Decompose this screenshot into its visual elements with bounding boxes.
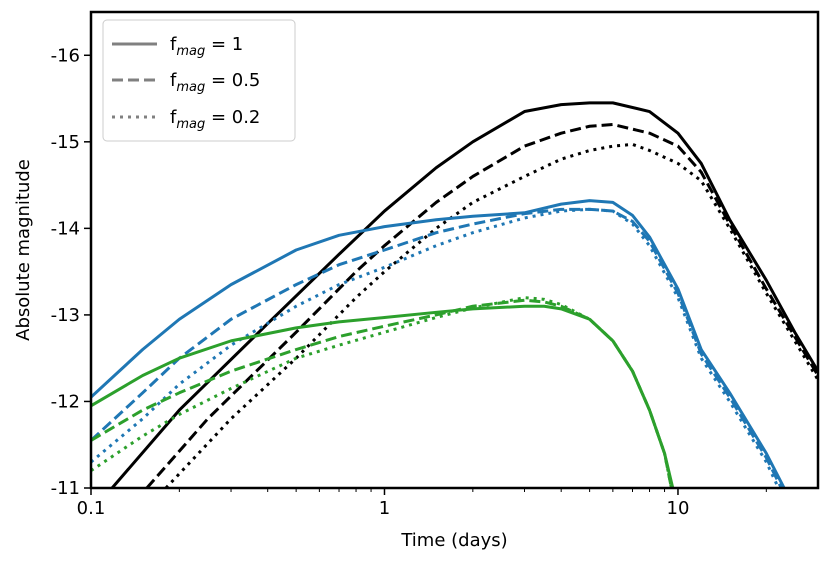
x-tick-label: 0.1 (77, 498, 106, 519)
series-line-8 (91, 298, 673, 488)
x-tick-label: 10 (667, 498, 690, 519)
series-line-6 (91, 207, 780, 488)
series-line-4 (91, 199, 786, 488)
series-line-9 (91, 296, 673, 488)
y-axis-label: Absolute magnitude (13, 159, 34, 341)
y-tick-label: -16 (51, 45, 80, 66)
series-layer (91, 101, 818, 488)
y-tick-label: -12 (51, 391, 80, 412)
y-tick-label: -14 (51, 218, 80, 239)
legend-entry-1: fmag = 1 (170, 34, 243, 59)
legend-box (102, 19, 296, 142)
series-line-2 (145, 123, 818, 488)
legend: fmag = 1 fmag = 0.5 fmag = 0.2 (102, 19, 296, 142)
legend-entry-3: fmag = 0.2 (170, 107, 260, 132)
y-tick-label: -13 (51, 305, 80, 326)
series-line-5 (91, 207, 783, 488)
series-line-1 (110, 101, 818, 488)
legend-entry-2: fmag = 0.5 (170, 70, 260, 95)
x-axis-label: Time (days) (400, 530, 507, 551)
y-tick-label: -15 (51, 132, 80, 153)
y-tick-label: -11 (51, 478, 80, 499)
x-tick-label: 1 (379, 498, 390, 519)
plot-frame (89, 10, 820, 490)
